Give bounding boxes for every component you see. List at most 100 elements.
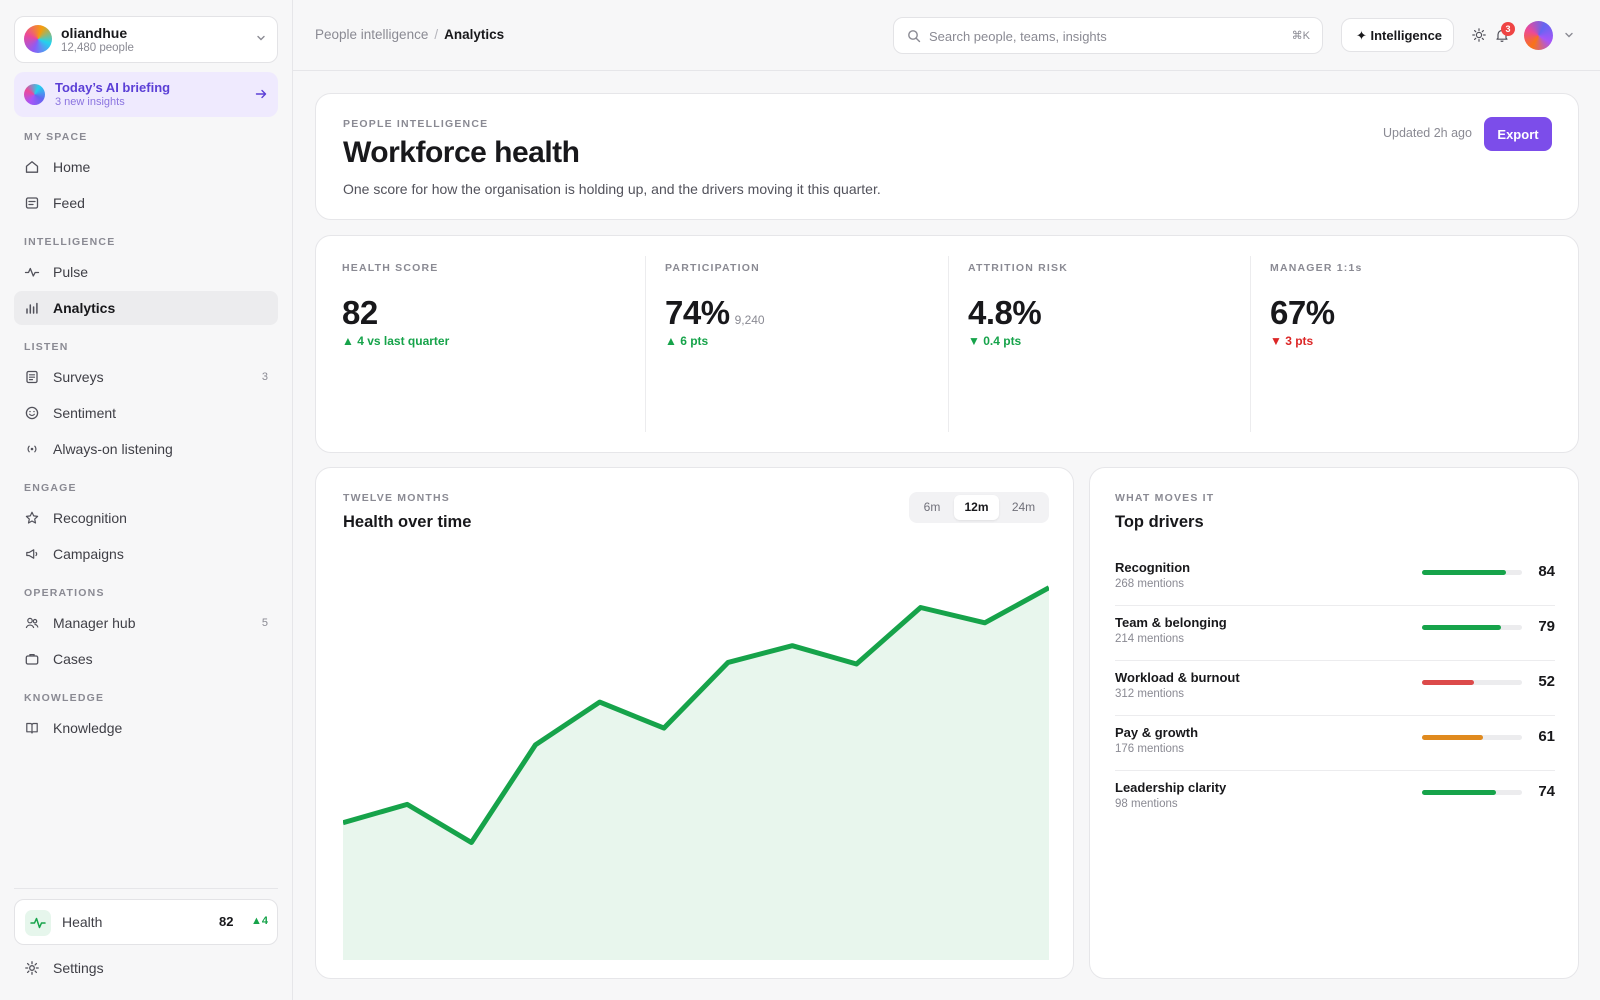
range-selector: 6m 12m 24m	[909, 492, 1049, 523]
sidebar-item-cases[interactable]: Cases	[14, 642, 278, 676]
sidebar-item-label: Manager hub	[53, 615, 136, 631]
driver-divider	[1115, 660, 1555, 661]
kpi-value: 82	[342, 294, 378, 331]
search-shortcut: ⌘K	[1291, 30, 1310, 42]
kpi-health-score: HEALTH SCORE 82 ▲ 4 vs last quarter	[342, 256, 622, 436]
sidebar-item-feed[interactable]: Feed	[14, 186, 278, 220]
chart-point-11	[982, 620, 988, 626]
export-button[interactable]: Export	[1484, 117, 1552, 151]
page-title: Workforce health	[343, 136, 580, 169]
chart-point-9	[853, 661, 859, 667]
health-label: Health	[62, 914, 103, 930]
range-option-6m[interactable]: 6m	[923, 500, 941, 514]
ai-briefing-card[interactable]: Today’s AI briefing 3 new insights	[14, 72, 278, 117]
range-option-24m[interactable]: 24m	[1011, 500, 1036, 514]
org-switcher[interactable]: oliandhue 12,480 people	[14, 16, 278, 63]
driver-score: 84	[1538, 563, 1555, 580]
sidebar-item-settings[interactable]: Settings	[14, 951, 278, 985]
arrow-right-icon	[255, 89, 267, 99]
driver-name: Recognition	[1115, 560, 1191, 575]
kpi-delta: ▼ 3 pts	[1270, 334, 1313, 348]
sidebar-item-label: Knowledge	[53, 720, 123, 736]
search-bar[interactable]: ⌘K	[893, 17, 1323, 54]
driver-bar-track	[1422, 570, 1522, 575]
kpi-delta-text: 0.4 pts	[983, 334, 1022, 348]
user-avatar[interactable]	[1524, 21, 1553, 50]
kpi-participation: PARTICIPATION 74% 9,240 ▲ 6 pts	[665, 256, 945, 436]
health-delta: ▲4	[251, 915, 269, 927]
chart-point-4	[533, 742, 539, 748]
kpi-delta-text: 4 vs last quarter	[357, 334, 450, 348]
driver-name: Team & belonging	[1115, 615, 1227, 630]
section-label-listen: LISTEN	[24, 341, 69, 353]
sidebar-item-manager-hub[interactable]: Manager hub 5	[14, 606, 278, 640]
kpi-card: HEALTH SCORE 82 ▲ 4 vs last quarter PARTICI…	[315, 235, 1579, 453]
settings-label: Settings	[53, 960, 104, 976]
driver-row-team-and-belonging[interactable]: Team & belonging 214 mentions 79	[1115, 606, 1555, 661]
driver-row-recognition[interactable]: Recognition 268 mentions 84	[1115, 551, 1555, 606]
health-chart-card: TWELVE MONTHS Health over time 6m 12m 24m	[315, 467, 1074, 979]
pulse-icon	[24, 267, 40, 277]
kpi-delta: ▲ 4 vs last quarter	[342, 334, 449, 348]
driver-bar-track	[1422, 625, 1522, 630]
sidebar-item-recognition[interactable]: Recognition	[14, 501, 278, 535]
kpi-manager-1-1s: MANAGER 1:1s 67% ▼ 3 pts	[1270, 256, 1550, 436]
sidebar-item-label: Analytics	[53, 300, 116, 316]
driver-row-leadership-clarity[interactable]: Leadership clarity 98 mentions 74	[1115, 771, 1555, 826]
sidebar-item-home[interactable]: Home	[14, 150, 278, 184]
kpi-delta: ▼ 0.4 pts	[968, 334, 1021, 348]
health-area-chart	[343, 585, 1049, 960]
section-label-intelligence: INTELLIGENCE	[24, 236, 116, 248]
megaphone-icon	[26, 549, 38, 559]
sidebar-item-sentiment[interactable]: Sentiment	[14, 396, 278, 430]
driver-score: 79	[1538, 618, 1555, 635]
chart-point-8	[789, 643, 795, 649]
chart-point-3	[468, 840, 474, 846]
kpi-divider	[645, 256, 646, 432]
sidebar-item-campaigns[interactable]: Campaigns	[14, 537, 278, 571]
sidebar-item-count: 3	[261, 371, 268, 383]
health-icon-wrap	[25, 910, 51, 936]
section-label-engage: ENGAGE	[24, 482, 77, 494]
sidebar-item-surveys[interactable]: Surveys 3	[14, 360, 278, 394]
driver-row-workload-and-burnout[interactable]: Workload & burnout 312 mentions 52	[1115, 661, 1555, 716]
updated-timestamp: Updated 2h ago	[1383, 126, 1472, 140]
sidebar-item-analytics[interactable]: Analytics	[14, 291, 278, 325]
driver-mentions: 176 mentions	[1115, 743, 1185, 755]
sidebar: oliandhue 12,480 people Today’s AI brief…	[0, 0, 293, 1000]
survey-icon	[26, 370, 38, 384]
sidebar-item-label: Sentiment	[53, 405, 117, 421]
chevron-down-icon[interactable]	[1563, 29, 1575, 41]
briefing-subtitle: 3 new insights	[55, 96, 125, 108]
kpi-secondary: 9,240	[734, 313, 765, 327]
kpi-label: PARTICIPATION	[665, 262, 760, 274]
kpi-value: 4.8%	[968, 294, 1042, 331]
kpi-divider	[1250, 256, 1251, 432]
briefcase-icon	[25, 653, 39, 665]
home-icon	[25, 161, 39, 173]
triangle-up-icon: ▲	[665, 334, 681, 348]
search-input[interactable]	[929, 26, 1269, 46]
sidebar-item-label: Cases	[53, 651, 93, 667]
top-drivers-card: WHAT MOVES IT Top drivers Recognition 268…	[1089, 467, 1579, 979]
sidebar-divider	[14, 888, 278, 889]
kpi-divider	[948, 256, 949, 432]
sidebar-item-always-on-listening[interactable]: Always-on listening	[14, 432, 278, 466]
sun-icon[interactable]	[1471, 27, 1487, 43]
sidebar-item-knowledge[interactable]: Knowledge	[14, 711, 278, 745]
range-option-12m[interactable]: 12m	[954, 495, 999, 520]
breadcrumb: People intelligence / Analytics	[315, 27, 504, 42]
driver-row-pay-and-growth[interactable]: Pay & growth 176 mentions 61	[1115, 716, 1555, 771]
intelligence-button[interactable]: ✦ Intelligence	[1341, 18, 1454, 52]
briefing-title: Today’s AI briefing	[55, 80, 171, 95]
driver-bar-fill	[1422, 570, 1506, 575]
breadcrumb-parent[interactable]: People intelligence	[315, 27, 429, 42]
health-summary[interactable]: Health 82 ▲4	[14, 899, 278, 945]
kpi-value-wrap: 4.8%	[968, 294, 1042, 332]
kpi-attrition-risk: ATTRITION RISK 4.8% ▼ 0.4 pts	[968, 256, 1248, 436]
driver-name: Pay & growth	[1115, 725, 1199, 740]
chart-title: Health over time	[343, 513, 472, 531]
sidebar-item-pulse[interactable]: Pulse	[14, 255, 278, 289]
driver-name: Workload & burnout	[1115, 670, 1240, 685]
org-name: oliandhue	[61, 25, 128, 41]
